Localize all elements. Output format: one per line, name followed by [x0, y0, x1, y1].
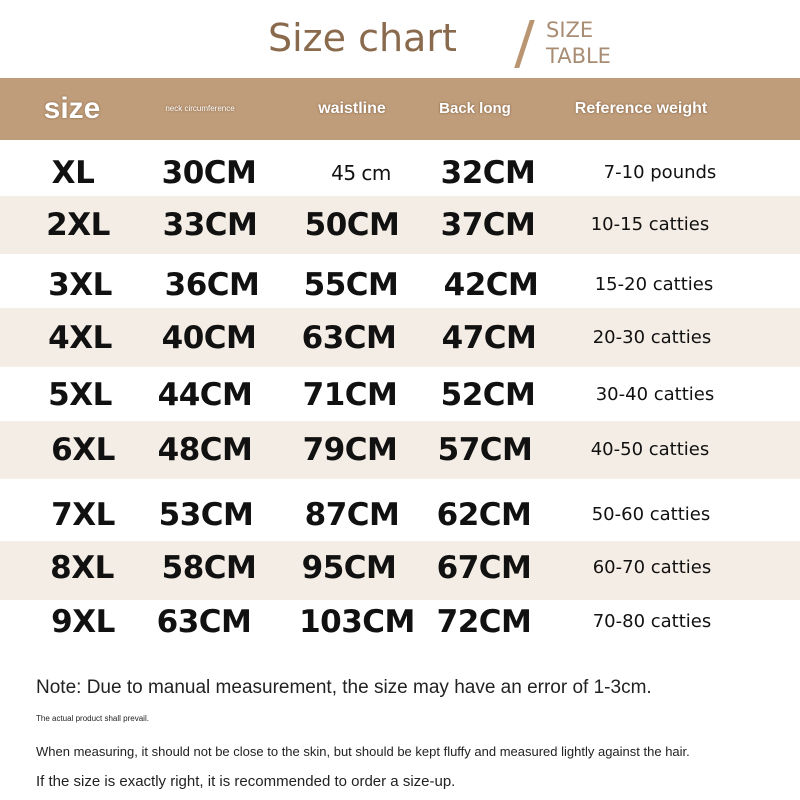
stripe-band — [0, 308, 800, 367]
cell-waistline: 95CM — [301, 550, 397, 586]
cell-waistline: 79CM — [302, 432, 398, 468]
cell-size: 9XL — [51, 604, 115, 640]
cell-waistline: 87CM — [304, 497, 400, 533]
cell-neck: 58CM — [161, 550, 257, 586]
cell-size: 7XL — [51, 497, 115, 533]
cell-neck: 48CM — [157, 432, 253, 468]
column-header-weight: Reference weight — [574, 100, 708, 117]
cell-waistline: 55CM — [303, 267, 399, 303]
table-row: 6XL 48CM 79CM 57CM 40-50 catties — [0, 425, 800, 475]
stripe-band — [0, 421, 800, 479]
column-header-neck: neck circumference — [165, 104, 235, 113]
note-small: The actual product shall prevail. — [36, 714, 149, 723]
cell-neck: 33CM — [162, 207, 258, 243]
table-row: 4XL 40CM 63CM 47CM 20-30 catties — [0, 313, 800, 363]
page-title: Size chart — [268, 16, 457, 60]
cell-size: 4XL — [48, 320, 112, 356]
cell-waistline: 63CM — [301, 320, 397, 356]
cell-back-long: 62CM — [436, 497, 532, 533]
cell-back-long: 67CM — [436, 550, 532, 586]
cell-weight: 30-40 catties — [595, 384, 715, 405]
cell-weight: 40-50 catties — [590, 439, 710, 460]
table-row: XL 30CM 45 cm 32CM 7-10 pounds — [0, 148, 800, 198]
cell-size: XL — [51, 155, 95, 191]
cell-waistline: 71CM — [302, 377, 398, 413]
column-header-waistline: waistline — [318, 100, 386, 117]
cell-size: 8XL — [50, 550, 114, 586]
subtitle-line-1: SIZE — [546, 18, 594, 42]
cell-back-long: 42CM — [443, 267, 539, 303]
cell-size: 5XL — [48, 377, 112, 413]
cell-weight: 15-20 catties — [594, 274, 714, 295]
column-header-back-long: Back long — [439, 100, 511, 117]
cell-waistline: 50CM — [304, 207, 400, 243]
cell-weight: 7-10 pounds — [603, 162, 717, 183]
cell-neck: 40CM — [161, 320, 257, 356]
cell-weight: 60-70 catties — [592, 557, 712, 578]
cell-back-long: 72CM — [436, 604, 532, 640]
cell-back-long: 37CM — [440, 207, 536, 243]
table-row: 7XL 53CM 87CM 62CM 50-60 catties — [0, 490, 800, 540]
cell-size: 6XL — [51, 432, 115, 468]
cell-size: 2XL — [46, 207, 110, 243]
cell-neck: 30CM — [161, 155, 257, 191]
cell-weight: 10-15 catties — [590, 214, 710, 235]
stripe-band — [0, 196, 800, 254]
cell-weight: 20-30 catties — [592, 327, 712, 348]
table-row: 3XL 36CM 55CM 42CM 15-20 catties — [0, 260, 800, 310]
cell-weight: 70-80 catties — [592, 611, 712, 632]
slash-divider — [514, 20, 535, 68]
column-header-size: size — [43, 92, 101, 125]
cell-waistline: 103CM — [299, 604, 415, 640]
cell-size: 3XL — [48, 267, 112, 303]
page-subtitle: SIZE TABLE — [546, 17, 611, 69]
subtitle-line-2: TABLE — [546, 44, 611, 68]
table-row: 9XL 63CM 103CM 72CM 70-80 catties — [0, 597, 800, 647]
note-measuring: When measuring, it should not be close t… — [36, 744, 690, 759]
table-row: 2XL 33CM 50CM 37CM 10-15 catties — [0, 200, 800, 250]
cell-back-long: 52CM — [440, 377, 536, 413]
cell-weight: 50-60 catties — [591, 504, 711, 525]
stripe-band — [0, 541, 800, 600]
cell-neck: 63CM — [156, 604, 252, 640]
cell-waistline: 45 cm — [331, 161, 391, 185]
note-size-up: If the size is exactly right, it is reco… — [36, 773, 456, 790]
note-main: Note: Due to manual measurement, the siz… — [36, 677, 652, 698]
table-header: size neck circumference waistline Back l… — [0, 78, 800, 140]
cell-back-long: 57CM — [437, 432, 533, 468]
cell-neck: 44CM — [157, 377, 253, 413]
table-row: 8XL 58CM 95CM 67CM 60-70 catties — [0, 543, 800, 593]
cell-back-long: 32CM — [440, 155, 536, 191]
table-row: 5XL 44CM 71CM 52CM 30-40 catties — [0, 370, 800, 420]
cell-back-long: 47CM — [441, 320, 537, 356]
cell-neck: 36CM — [164, 267, 260, 303]
cell-neck: 53CM — [158, 497, 254, 533]
